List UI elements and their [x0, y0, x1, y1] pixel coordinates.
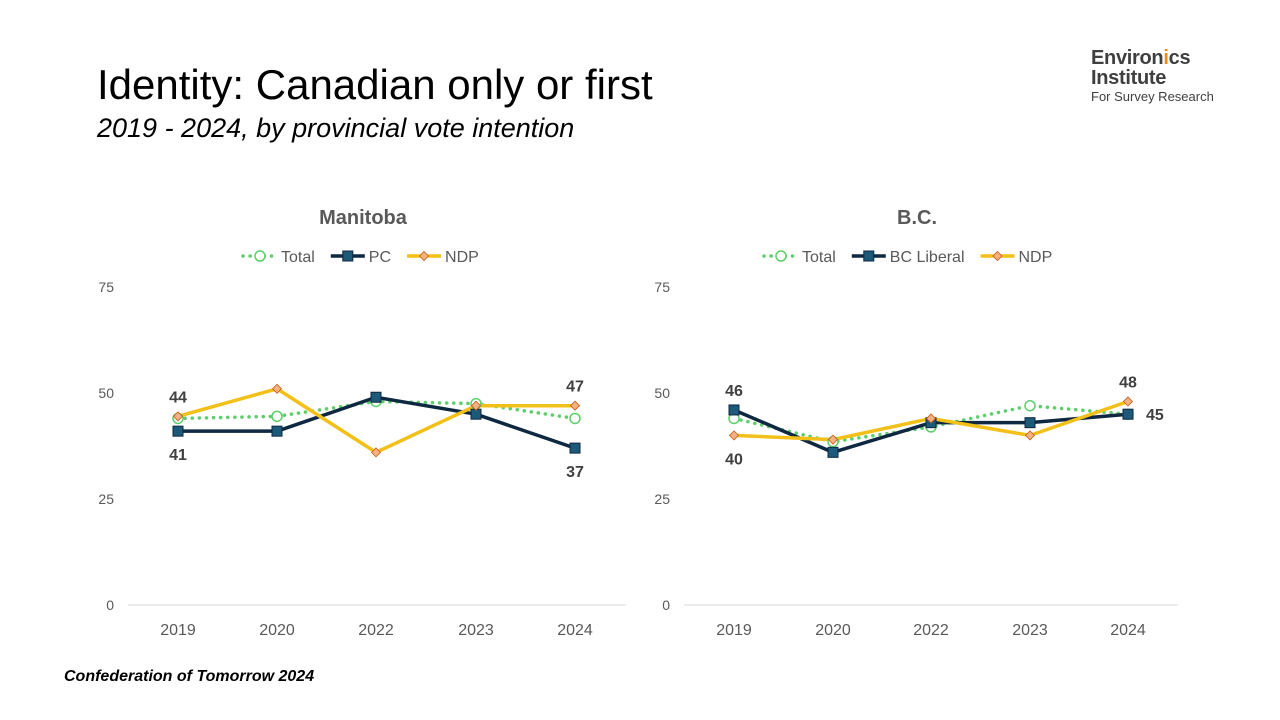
legend-label: NDP	[445, 249, 479, 266]
logo-tagline: For Survey Research	[1091, 89, 1214, 104]
logo-text: cs	[1168, 47, 1191, 69]
logo-text: tute	[1130, 67, 1167, 89]
data-point-ndp	[925, 413, 937, 424]
data-label: 40	[725, 451, 743, 468]
y-tick-label: 0	[662, 597, 670, 613]
logo-line-1: Environics	[1091, 48, 1214, 68]
y-tick-label: 25	[98, 491, 114, 507]
data-label: 47	[566, 379, 584, 396]
data-label: 45	[1146, 407, 1164, 424]
data-label: 41	[169, 447, 187, 464]
legend-marker-icon	[863, 250, 875, 262]
legend-label: BC Liberal	[890, 249, 965, 266]
x-tick-label: 2022	[358, 622, 394, 639]
data-point-party1	[569, 442, 581, 454]
data-point-ndp	[569, 400, 581, 411]
series-line-total	[732, 403, 1130, 444]
x-tick-label: 2019	[716, 622, 752, 639]
data-point-total	[569, 412, 581, 425]
data-point-ndp	[172, 411, 184, 422]
logo-line-2: Institute	[1091, 68, 1214, 88]
data-label: 37	[566, 464, 584, 481]
data-point-ndp	[470, 400, 482, 411]
legend-marker-icon	[342, 250, 354, 262]
legend-marker-icon	[775, 250, 787, 262]
data-point-party1	[827, 446, 839, 458]
logo-accent: i	[1163, 47, 1169, 69]
data-point-party1	[172, 425, 184, 437]
data-point-party1	[370, 391, 382, 403]
y-tick-label: 0	[106, 597, 114, 613]
y-tick-label: 75	[98, 279, 114, 295]
x-tick-label: 2024	[1110, 622, 1146, 639]
footer-source: Confederation of Tomorrow 2024	[64, 668, 315, 685]
logo-text: Environ	[1091, 47, 1164, 69]
legend-marker-icon	[418, 250, 430, 262]
x-tick-label: 2023	[458, 622, 494, 639]
data-point-ndp	[827, 434, 839, 445]
x-tick-label: 2019	[160, 622, 196, 639]
slide-title: Identity: Canadian only or first	[97, 61, 653, 108]
data-point-party1	[728, 404, 740, 416]
data-point-ndp	[1024, 430, 1036, 441]
x-tick-label: 2023	[1012, 622, 1048, 639]
data-point-ndp	[1122, 396, 1134, 407]
x-tick-label: 2022	[913, 622, 949, 639]
data-label: 44	[169, 389, 187, 406]
legend-label: Total	[802, 249, 836, 266]
y-tick-label: 50	[654, 385, 670, 401]
data-point-total	[271, 410, 283, 423]
legend-marker-icon	[254, 250, 266, 262]
data-point-total	[1024, 399, 1036, 412]
logo-text: Inst	[1091, 67, 1126, 89]
slide-subtitle: 2019 - 2024, by provincial vote intentio…	[97, 113, 575, 143]
y-tick-label: 75	[654, 279, 670, 295]
data-label: 46	[725, 383, 743, 400]
legend-label: Total	[281, 249, 315, 266]
data-point-ndp	[370, 447, 382, 458]
x-tick-label: 2024	[557, 622, 593, 639]
environics-logo: Environics Institute For Survey Research	[1091, 48, 1214, 103]
legend-marker-icon	[992, 250, 1003, 262]
y-tick-label: 50	[98, 385, 114, 401]
y-tick-label: 25	[654, 491, 670, 507]
logo-accent: i	[1125, 67, 1131, 89]
x-tick-label: 2020	[259, 622, 295, 639]
data-point-ndp	[728, 430, 740, 441]
chart-title: B.C.	[897, 207, 937, 229]
data-point-ndp	[271, 383, 283, 394]
x-tick-label: 2020	[815, 622, 851, 639]
data-point-party1	[1122, 408, 1134, 420]
data-label: 48	[1119, 374, 1137, 391]
chart-title: Manitoba	[319, 207, 408, 229]
legend-label: NDP	[1019, 249, 1053, 266]
data-point-party1	[271, 425, 283, 437]
legend-label: PC	[369, 249, 391, 266]
data-point-party1	[1024, 417, 1036, 429]
